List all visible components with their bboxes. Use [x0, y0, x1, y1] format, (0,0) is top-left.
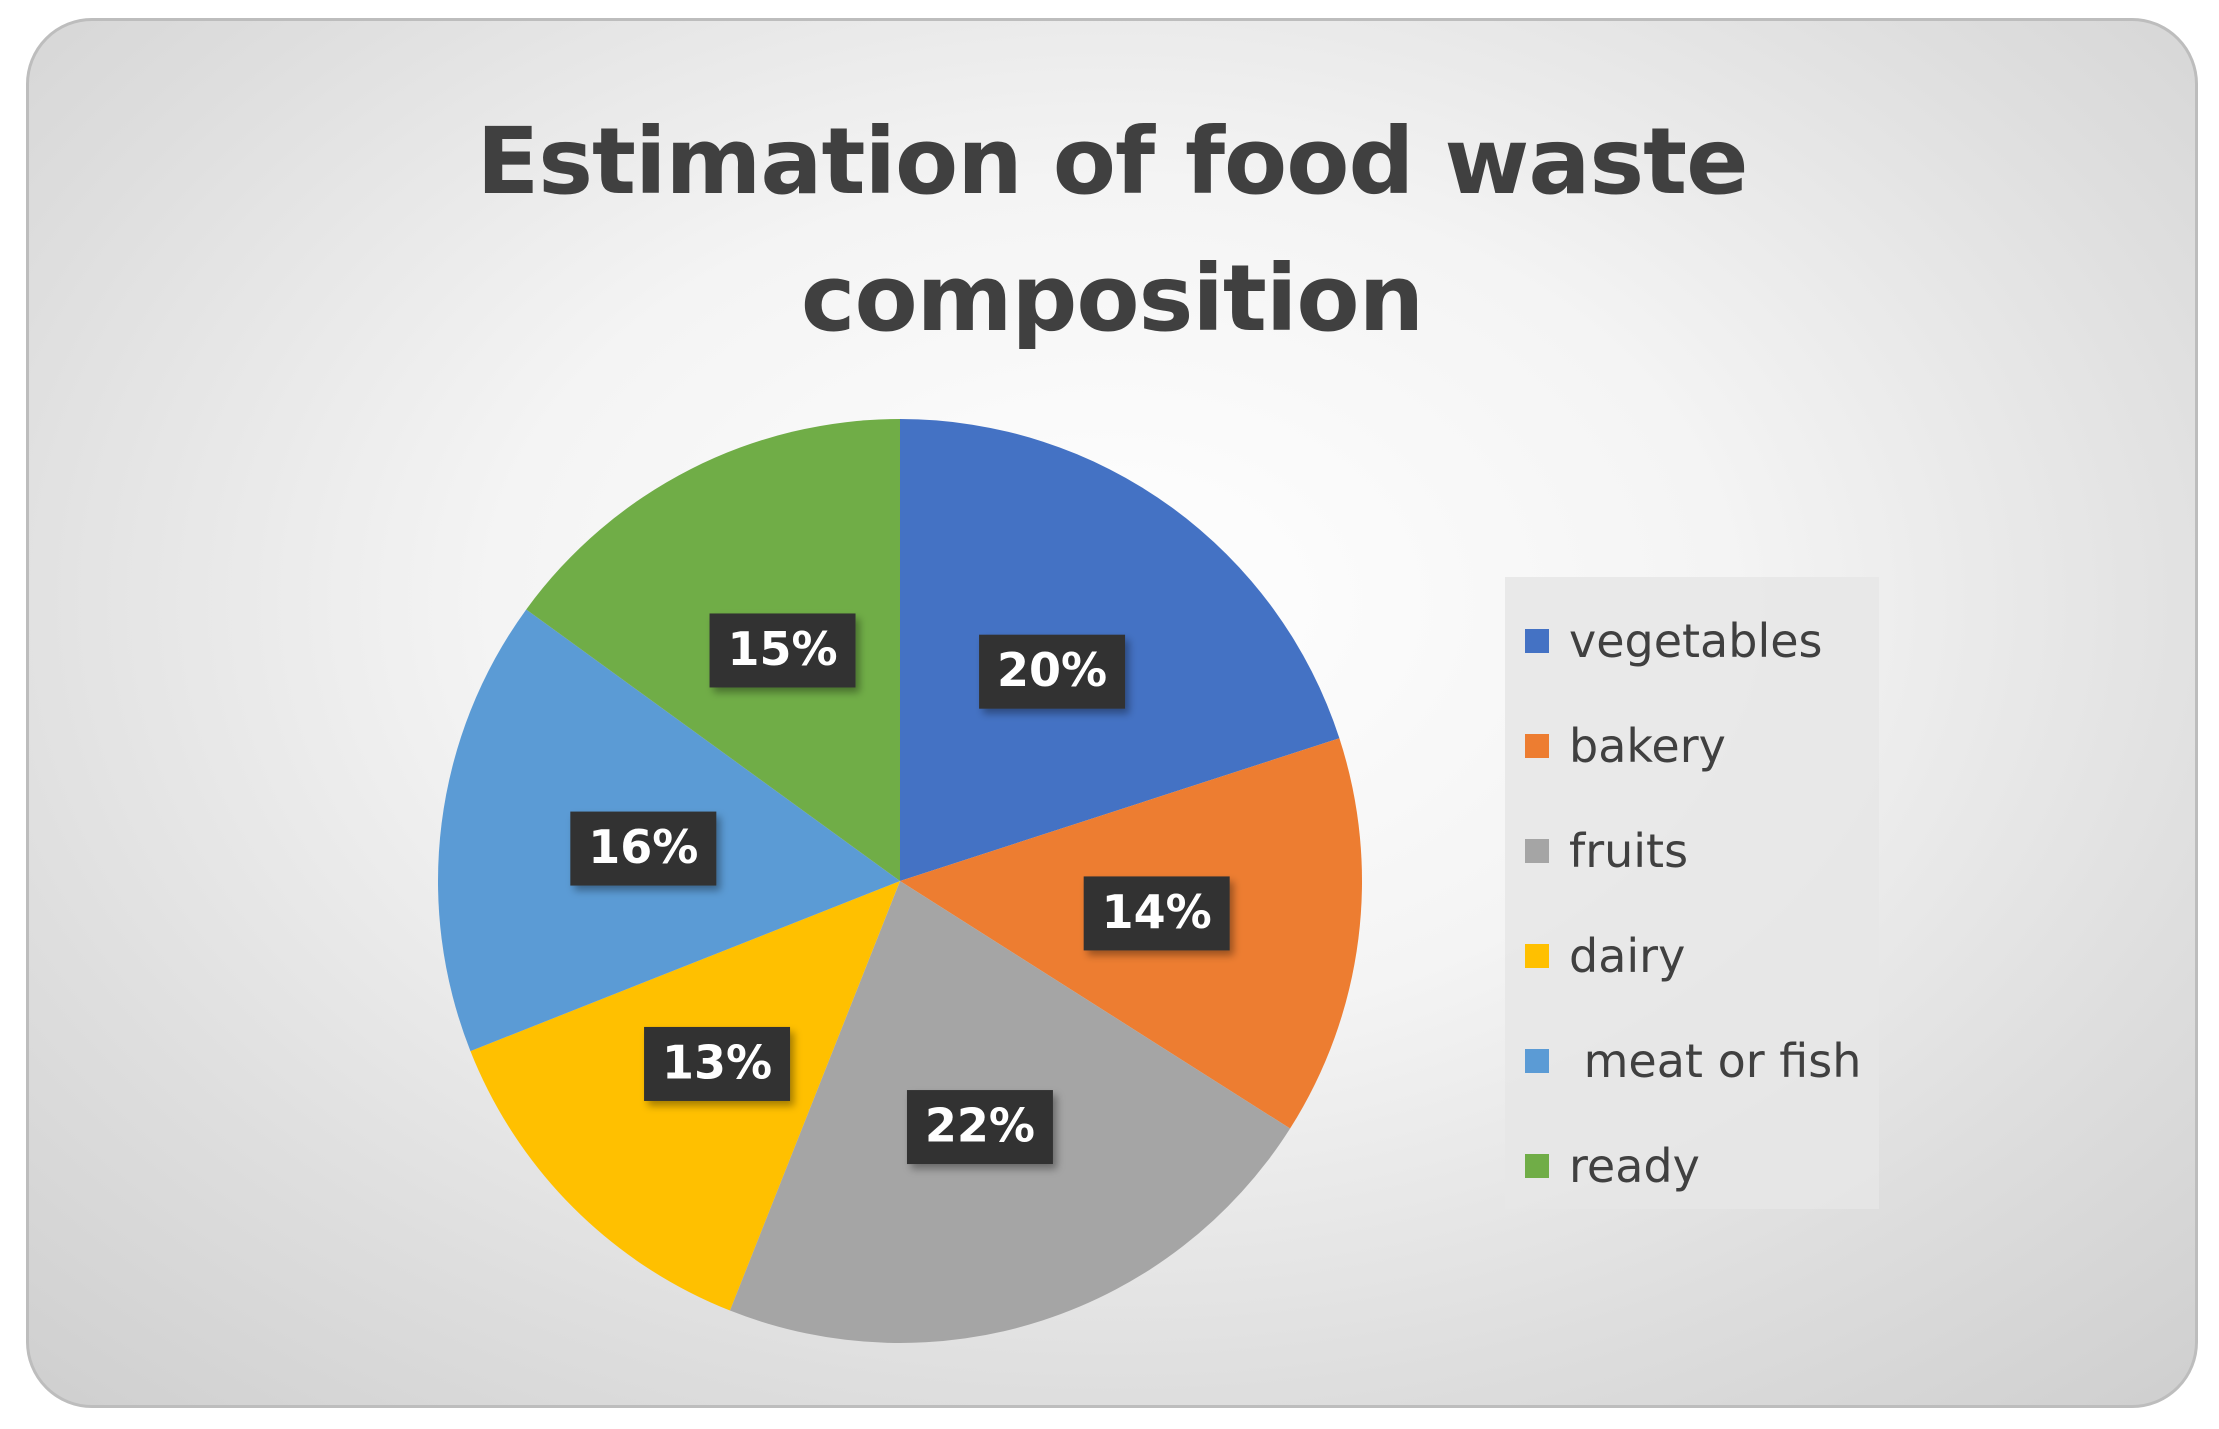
- data-label-text: 22%: [925, 1099, 1035, 1153]
- data-label-box: [709, 613, 856, 688]
- data-label-box: [906, 1090, 1053, 1165]
- chart-title-line-1: Estimation of food waste: [476, 108, 1748, 215]
- legend-swatch: [1525, 839, 1549, 863]
- legend-label: ready: [1569, 1139, 1700, 1193]
- data-label-meat-or-fish: 16%: [570, 811, 717, 886]
- legend-label: meat or fish: [1569, 1034, 1862, 1088]
- pie-data-labels: 20% 14% 22% 13% 16% 15%: [570, 613, 1230, 1165]
- chart-frame: Estimation of food waste composition 20%…: [26, 18, 2198, 1408]
- data-label-dairy: 13%: [644, 1026, 791, 1101]
- legend-swatch: [1525, 734, 1549, 758]
- data-label-box: [570, 811, 717, 886]
- data-label-text: 16%: [588, 820, 698, 874]
- data-label-box: [979, 634, 1126, 709]
- data-label-fruits: 22%: [906, 1090, 1053, 1165]
- data-label-text: 13%: [662, 1035, 772, 1089]
- chart-title-line-2: composition: [800, 245, 1424, 352]
- data-label-text: 20%: [997, 643, 1107, 697]
- legend-label: bakery: [1569, 719, 1726, 773]
- legend-label: vegetables: [1569, 614, 1823, 668]
- legend-swatch: [1525, 1049, 1549, 1073]
- data-label-text: 14%: [1102, 885, 1212, 939]
- legend-swatch: [1525, 944, 1549, 968]
- data-label-vegetables: 20%: [979, 634, 1126, 709]
- chart-legend: vegetables bakery fruits dairy meat or fish…: [1505, 577, 1879, 1209]
- data-label-ready: 15%: [709, 613, 856, 688]
- legend-swatch: [1525, 1154, 1549, 1178]
- data-label-bakery: 14%: [1083, 876, 1230, 951]
- data-label-box: [644, 1026, 791, 1101]
- data-label-box: [1083, 876, 1230, 951]
- data-label-text: 15%: [727, 622, 837, 676]
- legend-label: dairy: [1569, 929, 1686, 983]
- legend-swatch: [1525, 629, 1549, 653]
- legend-label: fruits: [1569, 824, 1689, 878]
- pie-chart: 20% 14% 22% 13% 16% 15%: [437, 419, 1362, 1343]
